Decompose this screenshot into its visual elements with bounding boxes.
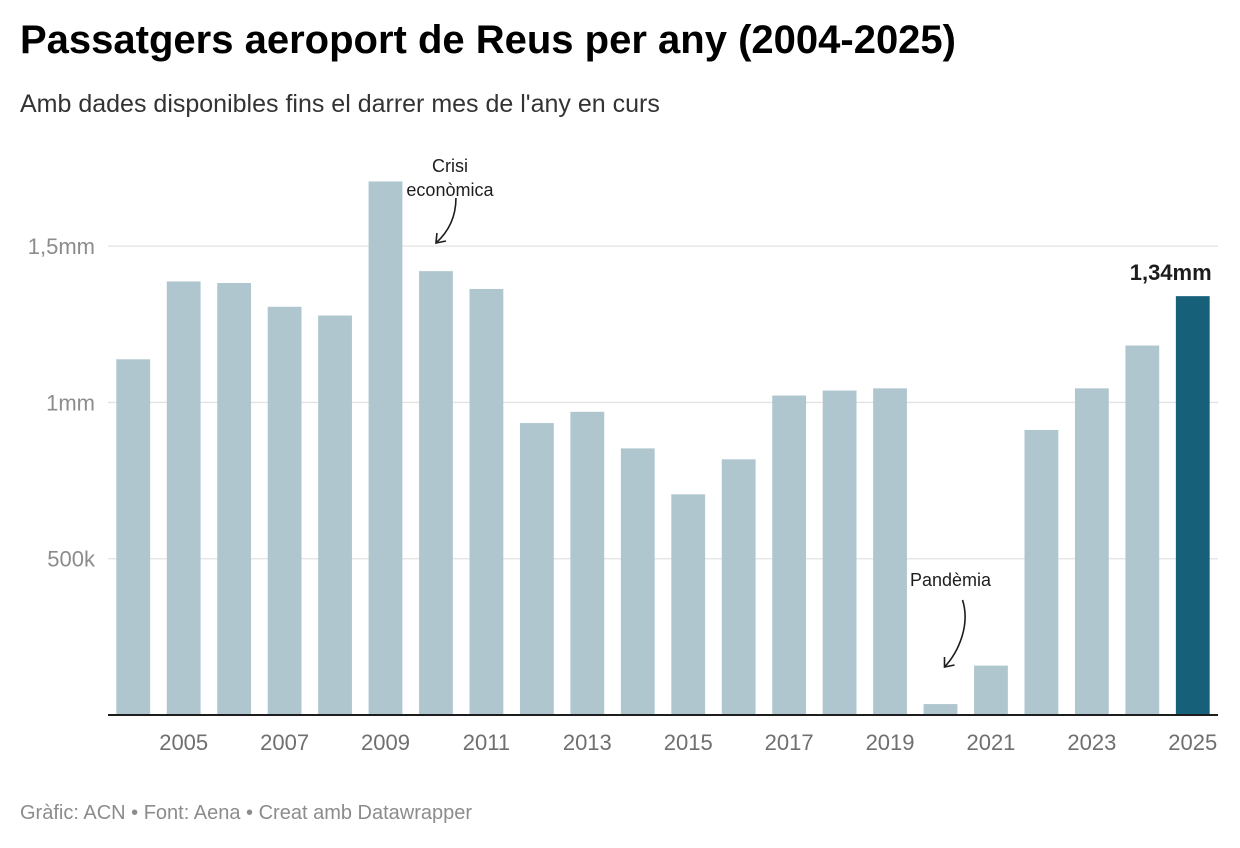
annotation-arrow bbox=[943, 599, 966, 668]
bar-2019 bbox=[873, 388, 907, 715]
bar-2013 bbox=[570, 411, 605, 715]
x-tick-label: 2015 bbox=[664, 730, 713, 755]
footer-tool-credit[interactable]: Creat amb Datawrapper bbox=[258, 802, 473, 824]
y-tick-label: 1mm bbox=[46, 390, 95, 415]
bar-2025 bbox=[1175, 296, 1210, 715]
bar-2012 bbox=[519, 423, 554, 715]
bar-2023 bbox=[1074, 388, 1109, 715]
chart-subtitle: Amb dades disponibles fins el darrer mes… bbox=[20, 90, 660, 118]
chart-title: Passatgers aeroport de Reus per any (200… bbox=[20, 18, 956, 62]
bar-2006 bbox=[217, 283, 252, 715]
footer: Gràfic: ACN • Font: Aena • Creat amb Dat… bbox=[20, 802, 472, 825]
x-tick-label: 2025 bbox=[1168, 730, 1217, 755]
annotation-text: Crisi bbox=[432, 156, 468, 176]
bar-2015 bbox=[671, 494, 706, 715]
bar-2021 bbox=[974, 665, 1008, 715]
bar-2024 bbox=[1125, 345, 1160, 715]
bar-2008 bbox=[318, 315, 352, 715]
x-tick-label: 2005 bbox=[159, 730, 208, 755]
bar-2016 bbox=[721, 459, 756, 715]
footer-separator: • bbox=[246, 802, 254, 824]
bar-2020 bbox=[923, 704, 958, 715]
bar-2017 bbox=[772, 395, 807, 715]
bar-2007 bbox=[267, 306, 302, 715]
bar-2004 bbox=[116, 359, 151, 715]
bar-chart: 500k 1mm 1,5mm 2005 2007 2009 2011 2013 2015 2017… bbox=[28, 156, 1218, 755]
bar-2010 bbox=[419, 271, 453, 715]
x-tick-label: 2007 bbox=[260, 730, 309, 755]
bar-2018 bbox=[822, 390, 857, 715]
y-tick-label: 1,5mm bbox=[28, 234, 95, 259]
x-tick-label: 2011 bbox=[463, 730, 510, 755]
annotation-arrowhead bbox=[943, 657, 955, 668]
x-tick-label: 2017 bbox=[765, 730, 814, 755]
x-tick-label: 2009 bbox=[361, 730, 410, 755]
annotation-text: Pandèmia bbox=[910, 570, 992, 590]
footer-graphic-credit: Gràfic: ACN bbox=[20, 802, 126, 824]
annotation-arrow bbox=[435, 197, 457, 244]
x-tick-label: 2021 bbox=[966, 730, 1015, 755]
x-tick-label: 2013 bbox=[563, 730, 612, 755]
y-tick-label: 500k bbox=[47, 547, 96, 572]
bar-2014 bbox=[620, 448, 655, 715]
x-tick-label: 2023 bbox=[1067, 730, 1116, 755]
bar-2022 bbox=[1024, 429, 1059, 715]
footer-source[interactable]: Font: Aena bbox=[143, 802, 241, 824]
bar-2011 bbox=[469, 288, 504, 715]
bar-2009 bbox=[368, 181, 403, 716]
data-label-highlight: 1,34mm bbox=[1130, 260, 1212, 285]
bar-2005 bbox=[166, 281, 201, 715]
annotation-text: econòmica bbox=[406, 180, 494, 200]
x-tick-label: 2019 bbox=[866, 730, 915, 755]
footer-separator: • bbox=[131, 802, 139, 824]
annotation-arrowhead bbox=[435, 232, 447, 244]
